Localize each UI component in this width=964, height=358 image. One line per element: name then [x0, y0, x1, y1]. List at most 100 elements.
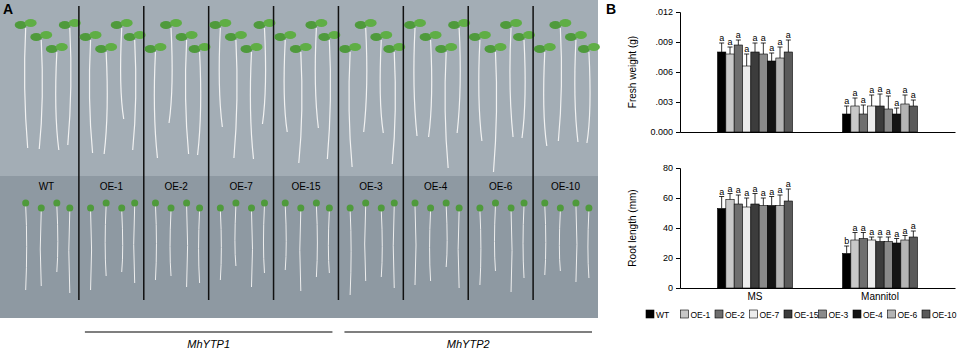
- seedling-leaf: [217, 205, 224, 212]
- column-label: OE-10: [551, 181, 580, 192]
- seedling-leaf: [315, 19, 327, 27]
- significance-letter: a: [769, 187, 774, 197]
- y-tick: 60: [663, 193, 680, 203]
- y-tick: 40: [663, 223, 680, 233]
- seedling-root: [510, 28, 513, 137]
- axis-title: Fresh weight (g): [627, 36, 638, 108]
- error-bar: [911, 231, 916, 237]
- seedling-root: [587, 52, 590, 143]
- seedling-leaf: [121, 19, 133, 27]
- column-label: OE-1: [100, 181, 124, 192]
- significance-letter: a: [877, 84, 882, 94]
- photo-divider: [273, 6, 275, 300]
- bar: [909, 106, 917, 132]
- seedling-root: [235, 205, 236, 266]
- legend-swatch: [715, 310, 723, 318]
- significance-letter: a: [752, 33, 757, 43]
- error-stem: [771, 197, 772, 206]
- seedling-root: [199, 210, 200, 283]
- error-stem: [738, 40, 739, 45]
- seedling-leaf: [494, 43, 506, 51]
- significance-letter: a: [886, 227, 891, 237]
- seedling-leaf: [38, 205, 45, 212]
- photo-divider: [208, 6, 210, 300]
- legend-label: OE-10: [932, 310, 957, 320]
- seedling-root: [25, 28, 28, 148]
- column-label: WT: [39, 181, 55, 192]
- photo-background: [0, 176, 598, 318]
- significance-letter: a: [752, 184, 757, 194]
- seedling-root: [284, 40, 287, 132]
- seedling-root: [493, 52, 496, 172]
- legend-item: OE-3: [819, 310, 849, 320]
- seedling-root: [350, 210, 351, 295]
- error-bar: [869, 95, 874, 106]
- bar: [768, 206, 776, 289]
- significance-letter: a: [844, 96, 849, 106]
- photo-background: [0, 0, 598, 176]
- plot-area: [718, 189, 918, 288]
- seedling-leaf: [492, 200, 499, 207]
- seedling-leaf: [313, 200, 320, 207]
- seedling-root: [479, 40, 482, 141]
- significance-letter: a: [852, 223, 857, 233]
- y-axis: 0.000.003.006.009.012: [650, 7, 680, 137]
- y-tick: 80: [663, 163, 680, 173]
- tick-mark: [676, 132, 680, 133]
- seedling-root: [26, 205, 27, 290]
- column-label: OE-3: [359, 181, 383, 192]
- axis-title: Root length (mm): [627, 189, 638, 266]
- tick-label: .009: [655, 37, 673, 47]
- error-stem: [755, 194, 756, 205]
- significance-letter: a: [786, 179, 791, 189]
- axis-line: [681, 132, 956, 133]
- seedling-root: [381, 210, 382, 277]
- seedling-leaf: [103, 200, 110, 207]
- significance-letter: a: [777, 185, 782, 195]
- seedling-root: [393, 205, 394, 288]
- significance-letter: a: [727, 184, 732, 194]
- error-stem: [871, 95, 872, 106]
- tick-label: MS: [748, 291, 763, 302]
- error-bar: [736, 40, 741, 45]
- seedling-leaf: [544, 43, 556, 51]
- bar: [784, 52, 792, 132]
- significance-letter: a: [786, 30, 791, 40]
- y-tick: .006: [655, 67, 680, 77]
- legend-swatch: [681, 310, 689, 318]
- legend-swatch: [888, 310, 896, 318]
- seedling-root: [445, 52, 448, 168]
- bar: [868, 240, 876, 288]
- error-bar: [728, 47, 733, 54]
- seedling-root: [198, 52, 201, 155]
- bar: [743, 207, 751, 288]
- seedling-root: [170, 210, 171, 276]
- bar: [884, 242, 892, 289]
- bar: [884, 109, 892, 132]
- seedling-leaf: [183, 200, 190, 207]
- bar: [784, 201, 792, 288]
- error-bar: [894, 239, 899, 244]
- seedling-root: [415, 205, 416, 285]
- error-stem: [746, 198, 747, 207]
- chart: aaaaaaaaaaaaaaaaaa0.000.003.006.009.012F…: [627, 7, 956, 137]
- panel-label: B: [606, 1, 616, 17]
- significance-letter: a: [869, 227, 874, 237]
- seedling-leaf: [25, 19, 37, 27]
- significance-letter: a: [777, 37, 782, 47]
- seedling-root: [299, 52, 302, 163]
- error-bar: [861, 233, 866, 239]
- error-stem: [738, 195, 739, 204]
- bar: [868, 106, 876, 132]
- y-tick: 0: [668, 283, 680, 293]
- seedling-root: [559, 210, 560, 271]
- error-stem: [896, 108, 897, 114]
- tick-label: .003: [655, 97, 673, 107]
- seedling-leaf: [588, 43, 600, 51]
- seedling-leaf: [168, 205, 175, 212]
- seedling-leaf: [430, 31, 442, 39]
- seedling-leaf: [66, 205, 73, 212]
- seedling-leaf: [365, 19, 377, 27]
- significance-letter: a: [852, 88, 857, 98]
- error-bar: [719, 43, 724, 52]
